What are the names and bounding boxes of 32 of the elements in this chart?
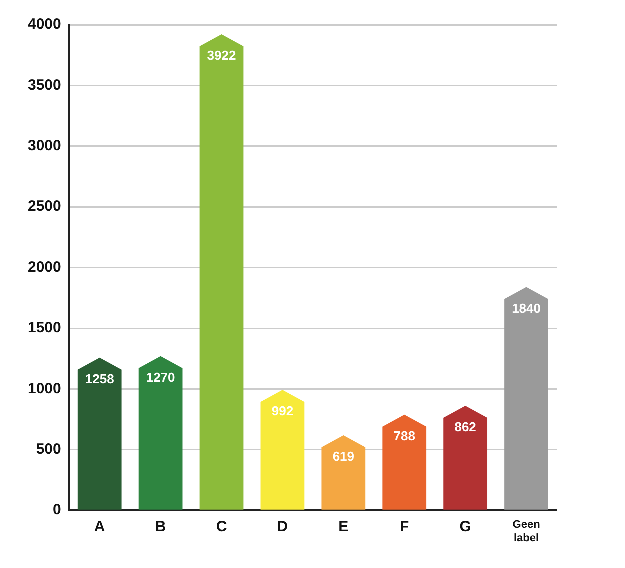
y-tick-label: 2000 [28, 258, 62, 276]
y-tick-label: 2500 [28, 198, 62, 216]
x-tick-label: E [338, 518, 349, 536]
y-tick-label: 500 [36, 441, 62, 458]
x-tick-label: C [216, 518, 228, 536]
bar [138, 356, 183, 510]
bar [78, 358, 122, 510]
data-label: 3922 [207, 48, 236, 64]
bar [200, 34, 244, 510]
y-tick-label: 3000 [28, 138, 62, 155]
y-tick-label: 0 [53, 502, 62, 519]
data-label: 862 [454, 420, 476, 435]
y-tick-label: 3500 [28, 76, 62, 94]
bar [444, 406, 488, 510]
x-tick-label: A [94, 518, 106, 536]
y-tick-label: 1500 [28, 320, 62, 337]
y-tick-label: 4000 [28, 16, 62, 34]
x-tick-label: D [277, 518, 288, 536]
x-tick-label: Geen label [512, 519, 541, 544]
data-label: 1270 [146, 370, 176, 385]
data-label: 992 [272, 404, 294, 419]
bar [382, 414, 427, 510]
x-tick-label: F [400, 518, 410, 536]
x-tick-label: G [460, 518, 472, 536]
bar [504, 287, 548, 510]
bar [260, 390, 305, 510]
data-label: 1258 [85, 371, 114, 386]
x-tick-label: B [155, 518, 166, 536]
data-label: 788 [394, 428, 416, 444]
y-tick-label: 1000 [28, 380, 62, 398]
data-label: 619 [332, 449, 355, 464]
data-label: 1840 [512, 300, 541, 316]
